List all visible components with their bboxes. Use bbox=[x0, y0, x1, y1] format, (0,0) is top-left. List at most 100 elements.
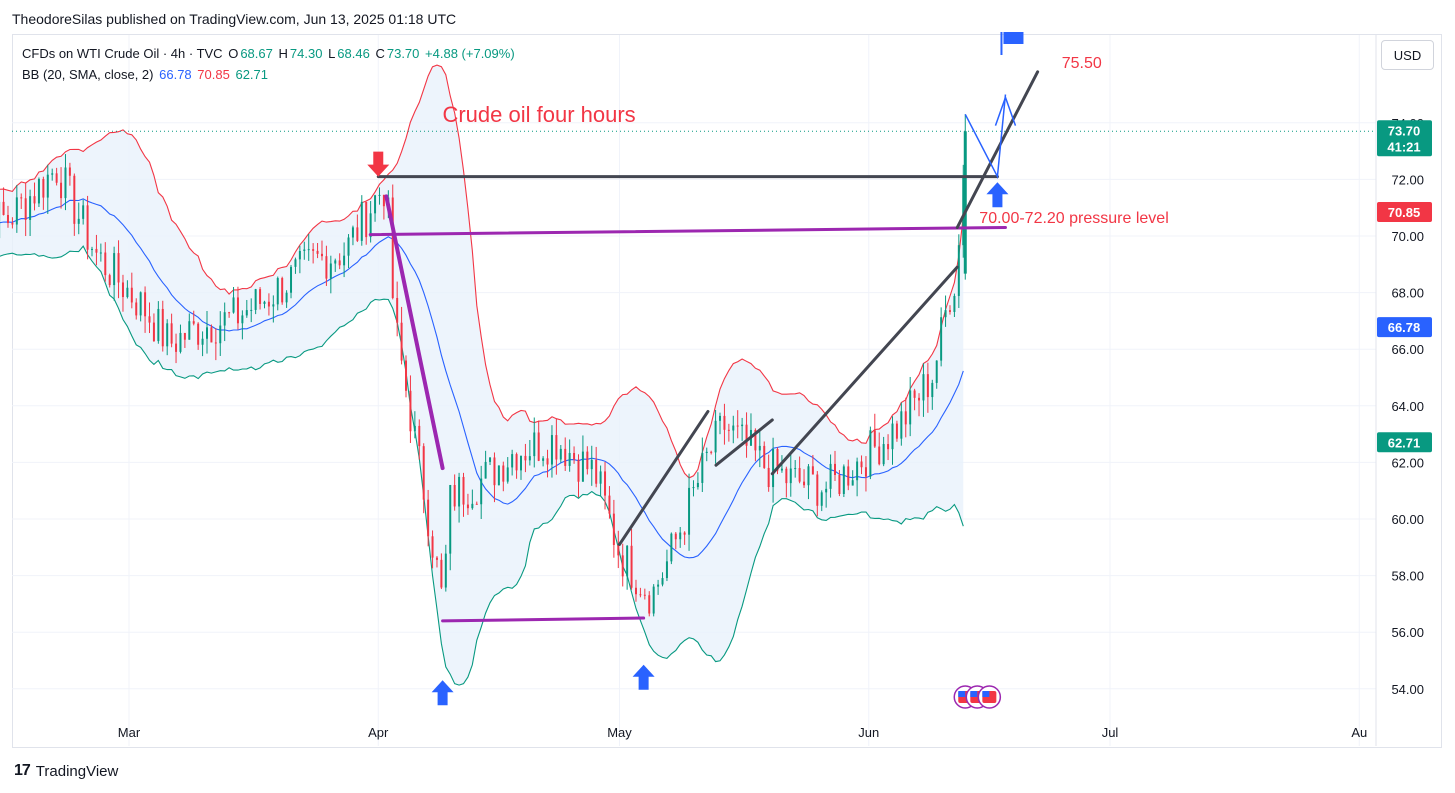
candle-body bbox=[873, 430, 876, 447]
candle-body bbox=[829, 463, 832, 489]
candle-body bbox=[250, 309, 253, 311]
candle-body bbox=[73, 175, 76, 224]
candle-body bbox=[573, 452, 576, 460]
price-label-lower bbox=[1377, 432, 1432, 453]
candle-body bbox=[825, 488, 828, 493]
candle-body bbox=[727, 429, 730, 431]
candle-body bbox=[148, 316, 151, 323]
candle-body bbox=[909, 390, 912, 425]
bb-lower-line bbox=[0, 245, 964, 686]
candle-body bbox=[652, 586, 655, 614]
candle-body bbox=[121, 282, 124, 298]
candle-body bbox=[343, 255, 346, 266]
candle-body bbox=[754, 429, 757, 451]
close-value: 73.70 bbox=[386, 46, 420, 61]
candle-body bbox=[130, 287, 133, 303]
candle-body bbox=[599, 471, 602, 484]
candle-body bbox=[104, 252, 107, 276]
candle-body bbox=[290, 266, 293, 293]
candle-body bbox=[741, 424, 744, 427]
candle-body bbox=[665, 561, 668, 579]
candle-body bbox=[944, 310, 947, 318]
candle-body bbox=[581, 451, 584, 482]
bb-upper-line bbox=[0, 64, 964, 479]
candle-body bbox=[502, 465, 505, 482]
candle-body bbox=[869, 430, 872, 477]
low-label: L bbox=[328, 46, 336, 61]
candle-body bbox=[272, 304, 275, 307]
drop-line bbox=[384, 194, 445, 471]
candle-body bbox=[462, 476, 465, 505]
currency-button[interactable]: USD bbox=[1381, 40, 1434, 70]
candle-body bbox=[785, 468, 788, 484]
candle-body bbox=[232, 297, 235, 313]
candle-body bbox=[197, 323, 200, 345]
y-tick-label: 68.00 bbox=[1391, 286, 1424, 301]
candle-body bbox=[524, 455, 527, 461]
support-line-56 bbox=[441, 616, 646, 623]
candle-body bbox=[696, 482, 699, 488]
candle-body bbox=[918, 397, 921, 401]
candle-body bbox=[214, 342, 217, 344]
candle-body bbox=[374, 195, 377, 214]
x-tick-label: Mar bbox=[118, 725, 141, 740]
pressure-level-annotation: 70.00-72.20 pressure level bbox=[979, 210, 1168, 227]
candle-body bbox=[440, 559, 443, 588]
candle-body bbox=[201, 338, 204, 345]
candle-body bbox=[542, 458, 545, 461]
candle-body bbox=[493, 457, 496, 486]
bb-legend[interactable]: BB (20, SMA, close, 2) 66.78 70.85 62.71 bbox=[22, 67, 270, 82]
trend-line-1 bbox=[618, 409, 710, 546]
candle-body bbox=[413, 425, 416, 432]
candle-body bbox=[254, 289, 257, 310]
candle-body bbox=[626, 545, 629, 577]
candle-body bbox=[55, 173, 58, 183]
candle-body bbox=[365, 201, 368, 238]
candle-body bbox=[37, 178, 40, 204]
candle-body bbox=[263, 301, 266, 304]
price-label-text: 66.78 bbox=[1388, 320, 1421, 335]
symbol-label[interactable]: CFDs on WTI Crude Oil · 4h · TVC bbox=[22, 46, 223, 61]
bb-upper-value: 70.85 bbox=[197, 67, 230, 82]
projection-arrowhead bbox=[994, 95, 1017, 126]
footer-brand[interactable]: 17 TradingView bbox=[14, 762, 118, 780]
candle-body bbox=[298, 250, 301, 260]
candle-body bbox=[316, 250, 319, 254]
candle-body bbox=[431, 536, 434, 558]
candle-body bbox=[670, 533, 673, 562]
candle-body bbox=[811, 466, 814, 475]
countdown-label: 41:21 bbox=[1387, 139, 1420, 154]
candle-body bbox=[183, 332, 186, 340]
candle-body bbox=[422, 446, 425, 500]
candle-body bbox=[86, 205, 89, 250]
candle-body bbox=[842, 466, 845, 494]
us-flag-canton bbox=[958, 691, 966, 697]
us-flag-canton bbox=[970, 691, 978, 697]
candle-body bbox=[179, 332, 182, 352]
brand-name: TradingView bbox=[35, 762, 119, 780]
candle-body bbox=[20, 197, 23, 199]
candle-body bbox=[895, 423, 898, 439]
candle-body bbox=[820, 492, 823, 506]
candle-body bbox=[152, 322, 155, 342]
bb-label[interactable]: BB (20, SMA, close, 2) bbox=[22, 67, 154, 82]
candle-body bbox=[170, 323, 173, 344]
candle-body bbox=[776, 449, 779, 471]
candle-body bbox=[400, 322, 403, 361]
candle-body bbox=[643, 594, 646, 596]
candle-body bbox=[537, 432, 540, 461]
candle-body bbox=[617, 544, 620, 556]
drawing-annotations: Crude oil four hours 75.50 70.00-72.20 pre… bbox=[367, 32, 1169, 706]
candle-body bbox=[42, 178, 45, 198]
candle-body bbox=[236, 297, 239, 324]
high-label: H bbox=[278, 46, 288, 61]
open-value: 68.67 bbox=[240, 46, 273, 61]
ohlc-legend: CFDs on WTI Crude Oil · 4h · TVC O 68.67 … bbox=[22, 46, 517, 61]
candle-body bbox=[325, 256, 328, 279]
candle-body bbox=[803, 481, 806, 486]
candle-body bbox=[303, 249, 306, 251]
candle-body bbox=[347, 237, 350, 256]
candle-body bbox=[847, 466, 850, 486]
candle-body bbox=[144, 292, 147, 317]
